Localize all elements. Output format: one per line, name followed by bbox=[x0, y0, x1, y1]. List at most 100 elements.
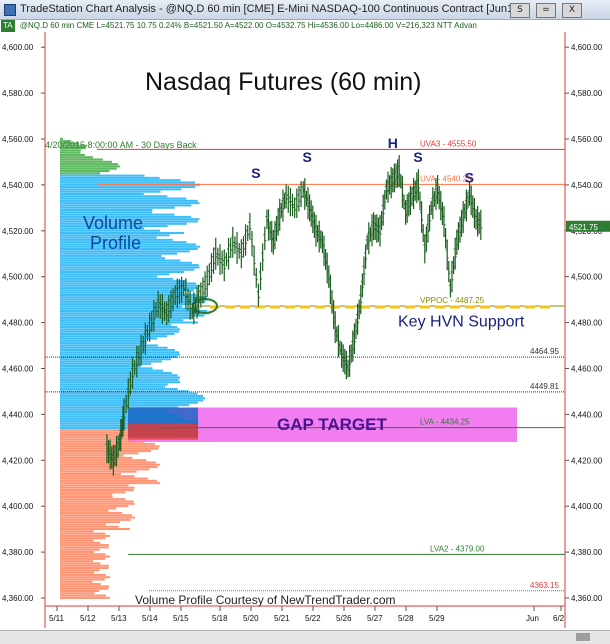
profile-bar bbox=[60, 500, 134, 503]
profile-bar bbox=[60, 284, 200, 287]
profile-bar bbox=[60, 505, 129, 508]
xtick-label: 5/11 bbox=[49, 614, 65, 623]
profile-bar bbox=[60, 567, 109, 570]
level-label-UVA: UVA - 4540.25 bbox=[420, 174, 472, 183]
profile-bar bbox=[60, 266, 200, 269]
xtick-label: 6/2 bbox=[553, 614, 565, 623]
level-label-low: 4363.15 bbox=[530, 581, 559, 590]
profile-bar bbox=[60, 231, 185, 235]
profile-bar bbox=[60, 248, 198, 251]
xtick-label: 5/13 bbox=[111, 614, 127, 623]
profile-bar bbox=[60, 264, 199, 267]
profile-bar bbox=[60, 560, 93, 563]
pattern-mark-s: S bbox=[302, 149, 311, 165]
profile-bar bbox=[60, 544, 109, 547]
profile-bar bbox=[60, 254, 162, 257]
profile-bar bbox=[60, 153, 85, 156]
profile-bar bbox=[60, 147, 86, 150]
profile-bar bbox=[60, 525, 119, 528]
profile-bar bbox=[60, 144, 87, 147]
profile-bar bbox=[60, 206, 175, 209]
profile-bar bbox=[60, 571, 95, 574]
level-label-hvn2: 4449.81 bbox=[530, 382, 559, 391]
ytick-label-left: 4,440.00 bbox=[2, 410, 34, 419]
profile-bar bbox=[60, 348, 175, 352]
xtick-label: 5/20 bbox=[243, 614, 259, 623]
profile-bar bbox=[60, 479, 157, 482]
profile-bar bbox=[60, 576, 110, 579]
profile-bar bbox=[60, 592, 95, 595]
profile-bar bbox=[60, 383, 168, 386]
profile-bar bbox=[60, 172, 100, 175]
level-label-hvn1: 4464.95 bbox=[530, 347, 559, 356]
profile-bar bbox=[60, 257, 166, 260]
profile-bar bbox=[60, 335, 167, 338]
profile-bar bbox=[60, 321, 199, 324]
profile-bar bbox=[60, 397, 205, 400]
ytick-label-left: 4,500.00 bbox=[2, 273, 34, 282]
profile-bar bbox=[60, 555, 110, 558]
chart-scrollbar[interactable] bbox=[0, 630, 610, 644]
ytick-label-right: 4,580.00 bbox=[571, 89, 603, 98]
key-hvn-support-label: Key HVN Support bbox=[398, 314, 525, 331]
xtick-label: 5/22 bbox=[305, 614, 321, 623]
ytick-label-left: 4,540.00 bbox=[2, 181, 34, 190]
ytick-label-right: 4,360.00 bbox=[571, 594, 603, 603]
profile-bar bbox=[60, 415, 178, 418]
pattern-mark-s: S bbox=[465, 170, 474, 186]
profile-bar bbox=[60, 509, 109, 512]
profile-bar bbox=[60, 502, 135, 505]
profile-bar bbox=[60, 557, 105, 560]
profile-bar bbox=[60, 342, 147, 345]
xtick-label: 5/14 bbox=[142, 614, 158, 623]
profile-bar bbox=[60, 516, 135, 519]
profile-bar bbox=[60, 298, 210, 301]
profile-bar bbox=[60, 381, 181, 384]
profile-bar bbox=[60, 390, 189, 393]
profile-bar bbox=[60, 179, 181, 182]
volume-profile-label-2: Profile bbox=[90, 233, 141, 253]
profile-bar bbox=[60, 399, 204, 402]
profile-bar bbox=[60, 181, 195, 184]
ytick-label-left: 4,520.00 bbox=[2, 227, 34, 236]
profile-bar bbox=[60, 330, 179, 333]
profile-bar bbox=[60, 511, 123, 515]
profile-bar bbox=[60, 176, 160, 179]
ytick-label-left: 4,360.00 bbox=[2, 594, 34, 603]
profile-bar bbox=[60, 158, 103, 161]
profile-bar bbox=[60, 385, 166, 388]
profile-bar bbox=[60, 316, 193, 319]
profile-bar bbox=[60, 140, 71, 143]
xtick-label: 5/21 bbox=[274, 614, 290, 623]
profile-bar bbox=[60, 220, 198, 223]
profile-bar bbox=[60, 188, 182, 191]
close-button[interactable]: X bbox=[562, 3, 582, 18]
xtick-label: Jun bbox=[526, 614, 539, 623]
chart-title: Nasdaq Futures (60 min) bbox=[145, 68, 422, 96]
ytick-label-right: 4,440.00 bbox=[571, 410, 603, 419]
profile-bar bbox=[60, 365, 141, 368]
window-title: TradeStation Chart Analysis - @NQ.D 60 m… bbox=[20, 3, 523, 15]
window-button-s[interactable]: S bbox=[510, 3, 530, 18]
scroll-thumb[interactable] bbox=[576, 633, 590, 641]
profile-bar bbox=[60, 332, 175, 335]
profile-bar bbox=[60, 225, 168, 228]
profile-bar bbox=[60, 312, 210, 315]
profile-bar bbox=[60, 243, 197, 246]
profile-bar bbox=[60, 475, 135, 478]
profile-bar bbox=[60, 429, 192, 432]
profile-bar bbox=[60, 369, 164, 372]
profile-bar bbox=[60, 585, 110, 588]
profile-bar bbox=[60, 388, 178, 391]
profile-bar bbox=[60, 466, 158, 469]
profile-bar bbox=[60, 488, 134, 492]
price-chart[interactable]: 4,360.00 4,360.00 4,380.00 4,380.00 4,400.00… bbox=[0, 32, 610, 630]
last-price-label: 4521.75 bbox=[569, 223, 598, 232]
profile-bar bbox=[60, 351, 180, 354]
xtick-label: 5/18 bbox=[212, 614, 228, 623]
restore-button[interactable]: = bbox=[536, 3, 556, 18]
profile-bar bbox=[60, 433, 195, 436]
ytick-label-left: 4,560.00 bbox=[2, 135, 34, 144]
profile-bar bbox=[60, 319, 184, 322]
profile-bar bbox=[60, 374, 178, 377]
